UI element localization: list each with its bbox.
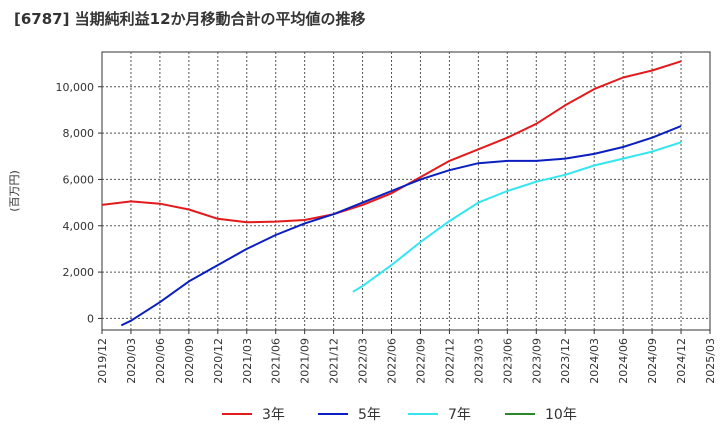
x-tick-label: 2023/09 (530, 338, 543, 384)
y-tick-label: 6,000 (63, 173, 95, 186)
x-tick-label: 2021/06 (270, 338, 283, 384)
legend-label-3年: 3年 (262, 407, 285, 423)
series-line-7年 (352, 141, 682, 293)
legend-label-10年: 10年 (545, 407, 577, 423)
x-tick-label: 2025/03 (704, 338, 717, 384)
x-tick-label: 2021/09 (299, 338, 312, 384)
x-tick-label: 2022/03 (357, 338, 370, 384)
legend-label-7年: 7年 (448, 407, 471, 423)
legend-label-5年: 5年 (358, 407, 381, 423)
x-tick-label: 2022/12 (443, 338, 456, 384)
plot-area (101, 51, 711, 331)
series-line-3年 (101, 60, 682, 224)
x-tick-label: 2019/12 (96, 338, 109, 384)
x-tick-label: 2020/09 (183, 338, 196, 384)
x-tick-label: 2020/03 (125, 338, 138, 384)
x-tick-label: 2022/09 (414, 338, 427, 384)
y-tick-label: 8,000 (63, 127, 95, 140)
x-tick-label: 2023/12 (559, 338, 572, 384)
x-tick-label: 2021/03 (241, 338, 254, 384)
x-tick-label: 2024/12 (675, 338, 688, 384)
x-tick-label: 2020/06 (154, 338, 167, 384)
series-line-5年 (120, 125, 682, 327)
chart-title: [6787] 当期純利益12か月移動合計の平均値の推移 (14, 10, 366, 28)
x-tick-label: 2023/06 (501, 338, 514, 384)
x-tick-label: 2021/12 (328, 338, 341, 384)
y-axis-label: (百万円) (8, 170, 21, 212)
y-tick-label: 10,000 (56, 81, 95, 94)
x-tick-label: 2023/03 (472, 338, 485, 384)
x-tick-label: 2020/12 (212, 338, 225, 384)
y-tick-label: 2,000 (63, 266, 95, 279)
x-tick-label: 2022/06 (386, 338, 399, 384)
x-tick-label: 2024/06 (617, 338, 630, 384)
x-tick-label: 2024/09 (646, 338, 659, 384)
y-tick-label: 4,000 (63, 220, 95, 233)
y-tick-label: 0 (87, 312, 94, 325)
x-tick-label: 2024/03 (588, 338, 601, 384)
